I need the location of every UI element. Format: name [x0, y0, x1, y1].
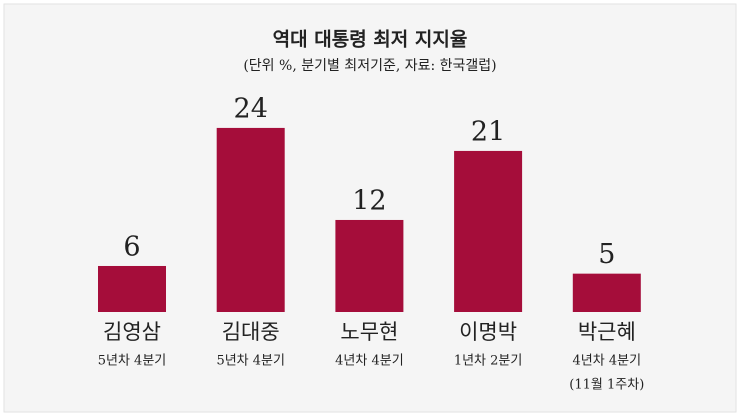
value-label: 12 [352, 185, 386, 216]
background [3, 3, 737, 413]
category-label: 김영삼 [103, 320, 161, 344]
value-label: 24 [234, 93, 268, 124]
bar [216, 127, 285, 312]
category-sublabel: 4년차 4분기 [335, 354, 404, 369]
category-sublabel: 4년차 4분기 [573, 354, 642, 369]
category-label: 노무현 [340, 320, 398, 344]
category-label: 김대중 [222, 320, 280, 344]
value-label: 21 [471, 116, 505, 147]
category-label: 이명박 [459, 320, 517, 344]
category-sublabel: (11월 1주차) [569, 378, 644, 393]
chart-title: 역대 대통령 최저 지지율 [273, 29, 468, 51]
value-label: 5 [598, 239, 615, 270]
category-sublabel: 1년차 2분기 [454, 354, 523, 369]
category-label: 박근혜 [578, 320, 636, 344]
bar [98, 265, 166, 312]
value-label: 6 [123, 231, 140, 262]
category-sublabel: 5년차 4분기 [216, 354, 285, 369]
chart-subtitle: (단위 %, 분기별 최저기준, 자료: 한국갤럽) [243, 58, 496, 74]
category-sublabel: 5년차 4분기 [98, 354, 167, 369]
bar [572, 273, 641, 312]
bar [335, 219, 404, 312]
bar [454, 150, 523, 312]
